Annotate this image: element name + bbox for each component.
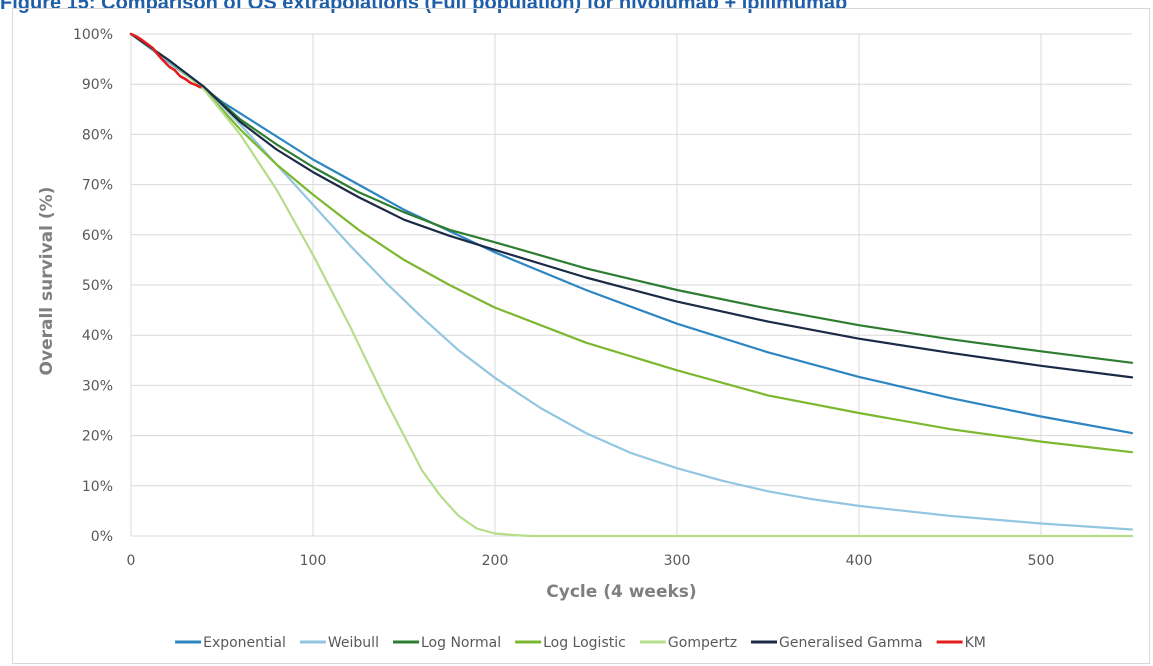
x-tick-label: 0 (127, 553, 136, 569)
legend-label: Log Logistic (543, 635, 626, 651)
legend: Exponential Weibull Log Normal Log Logistic… (175, 635, 986, 651)
series-line-weibull (129, 32, 1134, 531)
series-line-generalised-gamma (129, 32, 1134, 379)
x-tick-label: 500 (1028, 553, 1055, 569)
legend-label: KM (965, 635, 986, 651)
legend-item-generalised-gamma: Generalised Gamma (751, 635, 923, 651)
y-tick-label: 80% (82, 127, 113, 143)
legend-item-gompertz: Gompertz (639, 635, 737, 651)
series-layer (129, 32, 1134, 538)
y-tick-label: 30% (82, 378, 113, 394)
legend-item-km: KM (936, 635, 986, 651)
x-tick-label: 100 (300, 553, 327, 569)
series-line-km (129, 32, 202, 89)
chart-frame (12, 8, 1150, 664)
tick-labels: 0% 10% 20% 30% 40% 50% 60% 70% 80% 90% 100% 0 100 200… (73, 27, 1054, 569)
x-tick-label: 400 (846, 553, 873, 569)
x-axis-title: Cycle (4 weeks) (546, 582, 696, 602)
series-line-exponential (129, 32, 1134, 435)
series-line-gompertz (129, 32, 1134, 538)
legend-label: Log Normal (421, 635, 501, 651)
y-tick-label: 50% (82, 278, 113, 294)
y-tick-label: 40% (82, 328, 113, 344)
y-tick-label: 70% (82, 178, 113, 194)
x-tick-label: 200 (482, 553, 509, 569)
legend-item-log-normal: Log Normal (393, 635, 501, 651)
legend-item-weibull: Weibull (299, 635, 379, 651)
legend-item-log-logistic: Log Logistic (515, 635, 626, 651)
legend-item-exponential: Exponential (175, 635, 286, 651)
y-tick-label: 90% (82, 77, 113, 93)
grid-layer (130, 33, 1132, 537)
y-tick-label: 0% (91, 529, 113, 545)
series-line-log-normal (129, 32, 1134, 364)
y-tick-label: 10% (82, 479, 113, 495)
figure-title: Figure 15: Comparison of OS extrapolatio… (0, 0, 848, 14)
y-axis-title: Overall survival (%) (37, 187, 57, 376)
y-tick-label: 100% (73, 27, 113, 43)
legend-label: Weibull (328, 635, 379, 651)
series-line-log-logistic (129, 32, 1134, 454)
x-tick-label: 300 (664, 553, 691, 569)
legend-label: Gompertz (668, 635, 737, 651)
y-tick-label: 20% (82, 429, 113, 445)
legend-label: Exponential (203, 635, 286, 651)
legend-label: Generalised Gamma (779, 635, 923, 651)
y-tick-label: 60% (82, 228, 113, 244)
